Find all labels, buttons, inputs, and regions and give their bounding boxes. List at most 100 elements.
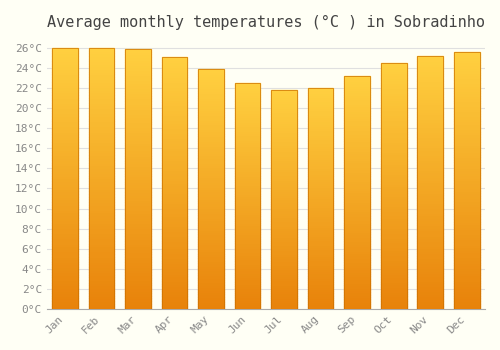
Bar [162, 271, 188, 274]
Bar [272, 178, 297, 180]
Bar [272, 245, 297, 247]
Bar [52, 92, 78, 95]
Bar [198, 280, 224, 282]
Bar [126, 142, 151, 145]
Bar [89, 223, 114, 225]
Bar [52, 95, 78, 98]
Bar [454, 147, 479, 150]
Bar [126, 244, 151, 246]
Bar [418, 291, 443, 294]
Bar [126, 62, 151, 65]
Bar [308, 265, 334, 267]
Bar [235, 210, 260, 212]
Bar [418, 208, 443, 210]
Bar [344, 150, 370, 153]
Bar [126, 98, 151, 101]
Bar [235, 92, 260, 95]
Bar [272, 189, 297, 191]
Bar [198, 86, 224, 88]
Bar [418, 215, 443, 218]
Bar [418, 119, 443, 122]
Bar [308, 260, 334, 262]
Bar [198, 175, 224, 177]
Bar [454, 286, 479, 288]
Bar [272, 101, 297, 103]
Bar [89, 160, 114, 163]
Bar [381, 255, 406, 257]
Bar [235, 228, 260, 230]
Bar [272, 90, 297, 309]
Bar [235, 180, 260, 182]
Bar [344, 155, 370, 158]
Bar [162, 306, 188, 309]
Bar [126, 213, 151, 215]
Bar [52, 246, 78, 249]
Bar [198, 263, 224, 266]
Bar [454, 129, 479, 132]
Bar [52, 168, 78, 171]
Bar [454, 57, 479, 60]
Bar [198, 132, 224, 134]
Bar [89, 306, 114, 309]
Bar [454, 178, 479, 181]
Bar [418, 149, 443, 152]
Bar [344, 111, 370, 113]
Bar [381, 174, 406, 176]
Bar [418, 79, 443, 82]
Bar [198, 139, 224, 141]
Bar [344, 106, 370, 109]
Bar [381, 63, 406, 309]
Bar [381, 110, 406, 112]
Bar [418, 195, 443, 198]
Bar [89, 152, 114, 155]
Bar [344, 76, 370, 78]
Bar [162, 289, 188, 291]
Bar [454, 139, 479, 142]
Bar [308, 273, 334, 276]
Bar [52, 228, 78, 231]
Bar [126, 195, 151, 197]
Bar [418, 190, 443, 192]
Bar [308, 176, 334, 178]
Bar [308, 144, 334, 146]
Bar [454, 214, 479, 216]
Bar [126, 156, 151, 158]
Bar [344, 223, 370, 225]
Bar [381, 71, 406, 73]
Bar [162, 299, 188, 301]
Bar [235, 144, 260, 146]
Bar [198, 170, 224, 172]
Bar [272, 287, 297, 289]
Bar [89, 244, 114, 246]
Bar [418, 142, 443, 145]
Bar [418, 213, 443, 215]
Bar [308, 293, 334, 295]
Bar [126, 96, 151, 98]
Bar [198, 172, 224, 175]
Bar [381, 223, 406, 225]
Bar [308, 276, 334, 278]
Bar [272, 270, 297, 272]
Bar [381, 147, 406, 149]
Bar [418, 76, 443, 79]
Bar [198, 292, 224, 294]
Bar [235, 153, 260, 155]
Bar [235, 279, 260, 282]
Bar [198, 187, 224, 189]
Bar [126, 278, 151, 280]
Bar [381, 120, 406, 122]
Bar [344, 136, 370, 139]
Bar [454, 191, 479, 193]
Bar [52, 191, 78, 194]
Bar [344, 132, 370, 134]
Bar [272, 182, 297, 184]
Bar [52, 116, 78, 119]
Bar [162, 198, 188, 201]
Bar [308, 106, 334, 108]
Bar [381, 176, 406, 178]
Bar [381, 292, 406, 294]
Bar [454, 93, 479, 96]
Bar [126, 75, 151, 78]
Bar [162, 110, 188, 112]
Bar [52, 262, 78, 265]
